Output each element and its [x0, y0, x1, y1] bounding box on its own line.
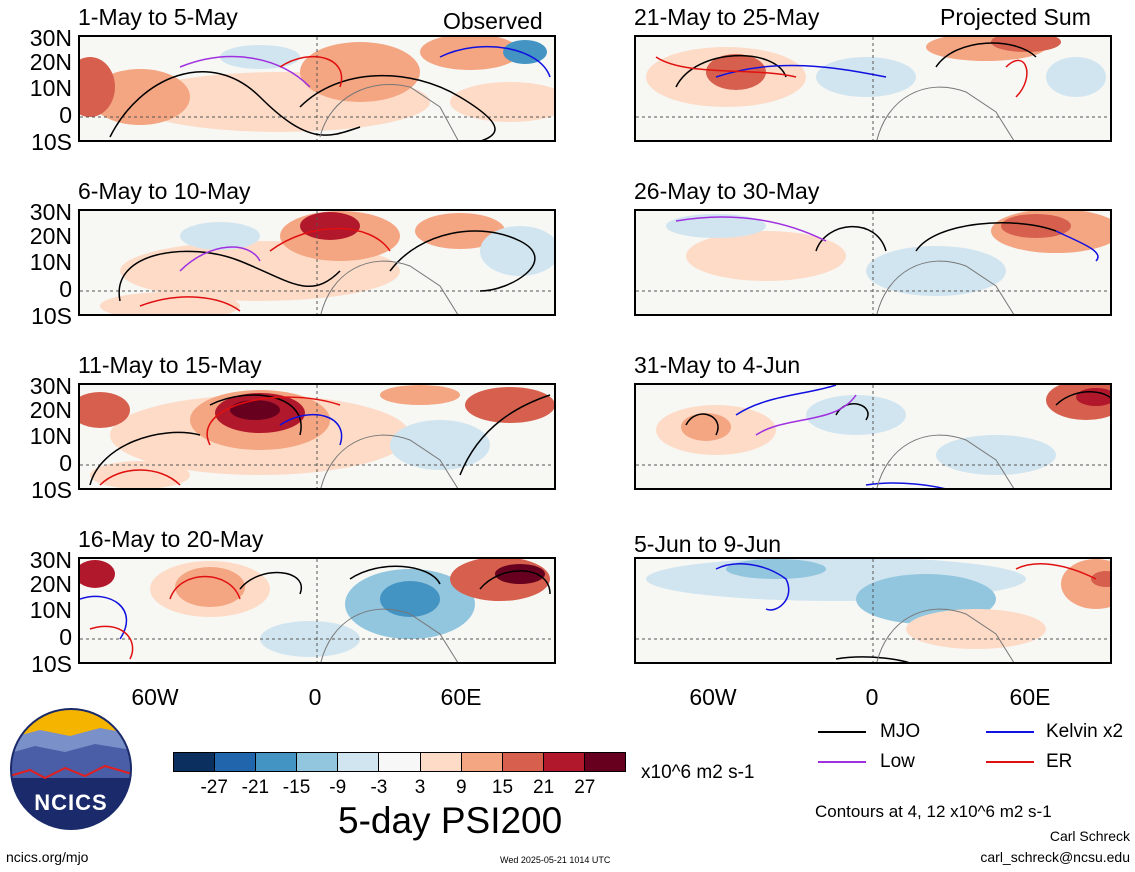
- lat-label: 0: [59, 450, 72, 476]
- lon-label: 60E: [440, 684, 482, 710]
- panel-title: 6-May to 10-May: [78, 178, 251, 204]
- colorbar-segment: [460, 753, 502, 771]
- map-panel: [78, 35, 556, 142]
- chart-title: 5-day PSI200: [338, 800, 563, 841]
- map-panel: [634, 383, 1112, 490]
- panel-title: 16-May to 20-May: [78, 526, 264, 552]
- legend-label-er: ER: [1046, 751, 1073, 772]
- panel-tag-observed: Observed: [443, 8, 543, 34]
- colorbar-tick-label: 9: [455, 777, 467, 798]
- lat-label: 30N: [29, 199, 72, 225]
- map-panel: [634, 209, 1112, 316]
- lat-label: 10S: [31, 129, 72, 155]
- website-link[interactable]: ncics.org/mjo: [6, 849, 89, 865]
- colorbar-tick-label: 21: [533, 777, 555, 798]
- colorbar-segment: [296, 753, 338, 771]
- legend-label-mjo: MJO: [880, 721, 921, 742]
- lat-label: 10N: [29, 423, 72, 449]
- ncics-logo: NCICS: [10, 708, 132, 830]
- colorbar-segment: [255, 753, 297, 771]
- panel-title: 26-May to 30-May: [634, 178, 820, 204]
- lat-label: 10N: [29, 75, 72, 101]
- legend-label-low: Low: [880, 751, 915, 772]
- legend-swatch-mjo: [818, 731, 866, 733]
- colorbar-segment: [419, 753, 461, 771]
- lon-label: 60E: [1009, 684, 1051, 710]
- lat-label: 30N: [29, 547, 72, 573]
- lon-label: 60W: [689, 684, 737, 710]
- lat-label: 20N: [29, 571, 72, 597]
- colorbar-tick-label: 15: [491, 777, 514, 798]
- timestamp: Wed 2025-05-21 1014 UTC: [500, 855, 611, 865]
- author-email: carl_schreck@ncsu.edu: [980, 849, 1130, 865]
- colorbar-segment: [501, 753, 543, 771]
- panel-title: 21-May to 25-May: [634, 4, 820, 30]
- panel-title: 31-May to 4-Jun: [634, 352, 801, 378]
- panel-title: 11-May to 15-May: [78, 352, 262, 378]
- lon-label: 0: [308, 684, 322, 710]
- contours-note: Contours at 4, 12 x10^6 m2 s-1: [815, 802, 1052, 821]
- logo-text: NCICS: [34, 790, 108, 815]
- colorbar-segment: [542, 753, 584, 771]
- colorbar-segment: [214, 753, 256, 771]
- lat-label: 10S: [31, 303, 72, 329]
- lat-label: 0: [59, 624, 72, 650]
- lat-label: 20N: [29, 223, 72, 249]
- colorbar-tick-label: -9: [329, 777, 347, 798]
- author: Carl Schreck: [1049, 828, 1130, 844]
- lat-label: 0: [59, 276, 72, 302]
- lat-label: 30N: [29, 373, 72, 399]
- lat-label: 10N: [29, 249, 72, 275]
- legend-label-kelvin: Kelvin x2: [1046, 721, 1124, 742]
- colorbar-tick-label: -21: [241, 777, 270, 798]
- colorbar-units: x10^6 m2 s-1: [641, 762, 755, 783]
- lat-label: 10S: [31, 477, 72, 503]
- colorbar-segment: [337, 753, 379, 771]
- colorbar-bar: [173, 752, 626, 772]
- colorbar-tick-label: -15: [282, 777, 311, 798]
- lat-label: 10S: [31, 651, 72, 677]
- colorbar-segment: [583, 753, 626, 771]
- map-panel: [634, 557, 1112, 664]
- lat-label: 30N: [29, 25, 72, 51]
- colorbar-segment: [378, 753, 420, 771]
- map-panel: [78, 557, 556, 664]
- map-panel: [78, 383, 556, 490]
- colorbar-tick-label: 3: [414, 777, 426, 798]
- colorbar-tick-label: 27: [574, 777, 596, 798]
- colorbar-tick-label: -3: [370, 777, 388, 798]
- map-panel: [78, 209, 556, 316]
- legend-swatch-kelvin: [986, 731, 1034, 733]
- lat-label: 20N: [29, 49, 72, 75]
- map-panel: [634, 35, 1112, 142]
- colorbar-segment: [174, 753, 215, 771]
- lat-label: 0: [59, 102, 72, 128]
- legend-swatch-low: [818, 761, 866, 763]
- colorbar-tick-label: -27: [200, 777, 228, 798]
- panel-tag-projected: Projected Sum: [940, 4, 1091, 30]
- panel-title: 5-Jun to 9-Jun: [634, 531, 782, 557]
- legend-swatch-er: [986, 761, 1034, 763]
- lon-label: 0: [865, 684, 879, 710]
- lon-label: 60W: [131, 684, 179, 710]
- panel-title: 1-May to 5-May: [78, 4, 238, 30]
- lat-label: 10N: [29, 597, 72, 623]
- lat-label: 20N: [29, 397, 72, 423]
